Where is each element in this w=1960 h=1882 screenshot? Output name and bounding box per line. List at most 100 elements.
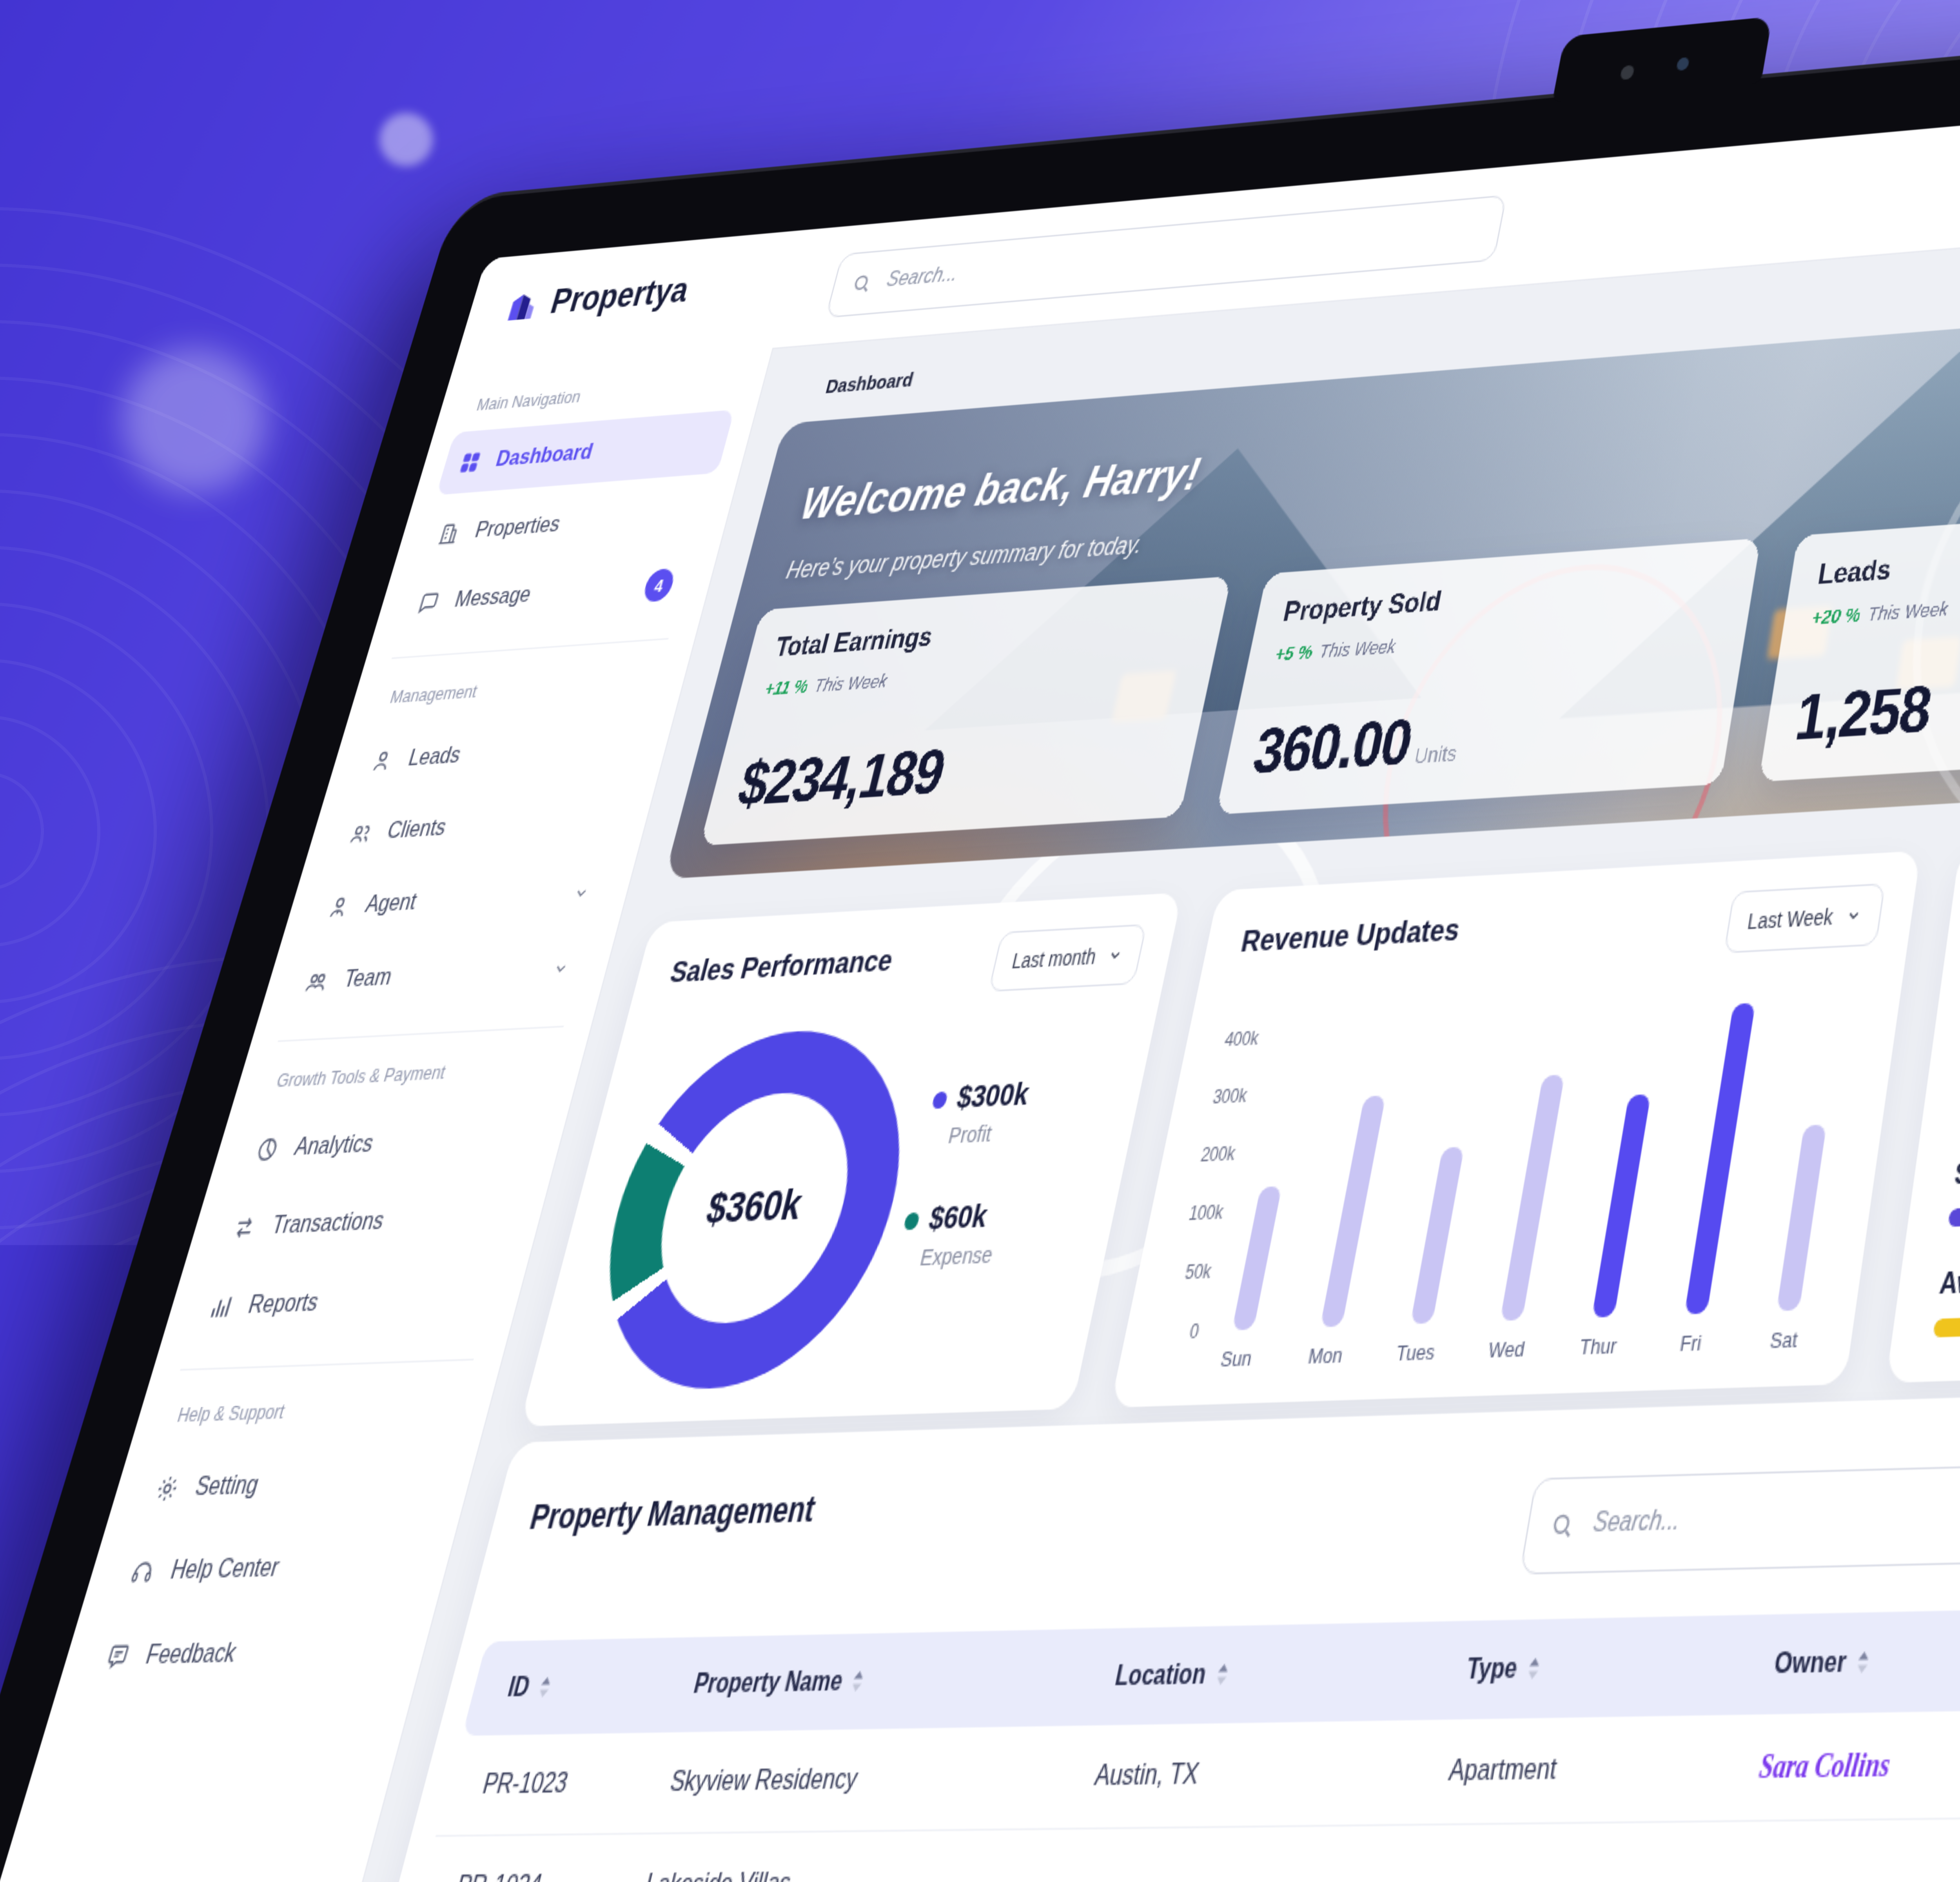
sidebar-item-label: Clients (384, 814, 450, 845)
bar-slot (1483, 1006, 1594, 1322)
sidebar-item-leads[interactable]: Leads (347, 710, 653, 796)
building-rows: Repair CompletedOn Repairment progressSc… (1927, 910, 1960, 1378)
column-header-label: Owner (1772, 1646, 1849, 1681)
bar (1684, 1003, 1755, 1314)
bar (1501, 1075, 1565, 1321)
stat-value: 1,258 (1790, 673, 1935, 756)
purple-background: Propertya Main Navigation Dashboard (0, 0, 1960, 1882)
column-header-label: Type (1464, 1652, 1520, 1687)
column-header-type[interactable]: Type (1426, 1648, 1738, 1688)
sidebar-item-label: Reports (245, 1287, 322, 1321)
column-header-label: ID (505, 1671, 533, 1704)
sort-icon (536, 1675, 553, 1699)
sales-range-dropdown[interactable]: Last month (988, 924, 1147, 992)
sidebar-item-label: Properties (472, 511, 563, 544)
stat-card-leads: Leads +20 % This Week 1,258 (1759, 498, 1960, 782)
sort-icon (1855, 1650, 1871, 1675)
search-icon (1548, 1510, 1577, 1541)
chevron-down-icon (551, 958, 571, 978)
column-header-id[interactable]: ID (470, 1669, 663, 1705)
stat-unit: Units (1412, 741, 1459, 769)
section-label: Help & Support (175, 1399, 288, 1426)
sidebar-item-label: Feedback (142, 1637, 240, 1672)
sidebar-item-label: Leads (405, 741, 464, 772)
bar (1320, 1095, 1386, 1327)
revenue-bars (1214, 993, 1864, 1331)
property-search-input[interactable] (1588, 1495, 1960, 1542)
revenue-bar-chart (1214, 993, 1864, 1331)
stat-period: This Week (1318, 636, 1398, 662)
bar (1592, 1094, 1651, 1318)
legend-label: Expense (918, 1242, 996, 1272)
breadcrumb: Dashboard (823, 369, 915, 398)
stat-value: 360.00Units (1247, 704, 1466, 790)
y-axis-label: 100k (1187, 1201, 1225, 1225)
team-icon (303, 967, 333, 995)
sidebar-item-feedback[interactable]: Feedback (79, 1610, 411, 1696)
table-cell: PR-1023 (445, 1766, 640, 1802)
sidebar-item-label: Message (452, 581, 534, 614)
agent-icon (325, 892, 355, 921)
bar (1777, 1124, 1827, 1311)
bar-slot (1574, 1002, 1684, 1318)
building-icon (436, 519, 465, 546)
expense-dot (903, 1212, 920, 1230)
headset-icon (127, 1556, 160, 1587)
x-axis-label: Sun (1206, 1345, 1267, 1372)
x-axis-label: Wed (1475, 1336, 1537, 1363)
y-axis-label: 300k (1211, 1085, 1249, 1108)
chevron-down-icon (572, 883, 592, 902)
table-cell: Austin, TX (1055, 1754, 1414, 1794)
progress-row: Awaiting for repairment (1933, 1241, 1960, 1338)
sidebar-item-help-center[interactable]: Help Center (104, 1525, 434, 1611)
sidebar-item-label: Transactions (268, 1206, 388, 1241)
legend-value: $60k (925, 1198, 1005, 1239)
divider (278, 1026, 564, 1042)
message-badge: 4 (641, 568, 677, 603)
column-header-owner[interactable]: Owner (1733, 1641, 1960, 1682)
sidebar-item-dashboard[interactable]: Dashboard (436, 410, 734, 495)
transfer-icon (229, 1212, 261, 1242)
sidebar-item-clients[interactable]: Clients (325, 783, 634, 868)
sidebar-item-reports[interactable]: Reports (183, 1259, 506, 1344)
bar (1410, 1147, 1464, 1324)
chevron-down-icon (1844, 906, 1863, 926)
y-axis-label: 0 (1188, 1320, 1201, 1343)
progress-row: Scheduled Maintenance (1947, 1128, 1960, 1227)
revenue-range-dropdown[interactable]: Last Week (1724, 883, 1885, 954)
logo-icon (501, 283, 546, 326)
bar-slot (1666, 997, 1773, 1315)
sidebar-item-agent[interactable]: Agent (303, 856, 614, 942)
sort-icon (1526, 1656, 1543, 1681)
progress-fill (1947, 1190, 1960, 1227)
stat-delta: +11 % (762, 676, 811, 699)
table-cell: PR-1024 (418, 1868, 615, 1882)
sidebar-item-label: Setting (191, 1469, 262, 1503)
y-axis-label: 200k (1199, 1143, 1237, 1166)
section-label: Growth Tools & Payment (274, 1061, 448, 1092)
x-axis-label: Sat (1753, 1326, 1816, 1353)
y-axis-label: 50k (1183, 1260, 1214, 1284)
sidebar-item-transactions[interactable]: Transactions (207, 1179, 527, 1264)
app-logo[interactable]: Propertya (501, 270, 693, 326)
column-header-label: Property Name (691, 1665, 846, 1700)
bar (1231, 1186, 1281, 1330)
dropdown-value: Last Week (1746, 905, 1835, 934)
sidebar-item-analytics[interactable]: Analytics (230, 1100, 548, 1186)
users-icon (347, 819, 376, 847)
sidebar-item-setting[interactable]: Setting (129, 1441, 456, 1527)
sidebar-item-team[interactable]: Team (281, 932, 594, 1017)
hero-banner: Welcome back, Harry! Here’s your propert… (664, 247, 1960, 879)
x-axis-label: Mon (1295, 1342, 1356, 1369)
search-input[interactable] (882, 216, 1484, 294)
section-label: Main Navigation (475, 387, 584, 414)
column-header-property-name[interactable]: Property Name (655, 1661, 1083, 1701)
column-header-location[interactable]: Location (1076, 1654, 1432, 1693)
sort-icon (850, 1669, 867, 1693)
property-search[interactable] (1519, 1463, 1960, 1575)
app-window: Propertya Main Navigation Dashboard (0, 66, 1960, 1882)
column-header-label: Location (1112, 1658, 1209, 1693)
dropdown-value: Last month (1010, 945, 1098, 973)
app-name: Propertya (546, 270, 693, 322)
chevron-down-icon (1106, 946, 1124, 965)
